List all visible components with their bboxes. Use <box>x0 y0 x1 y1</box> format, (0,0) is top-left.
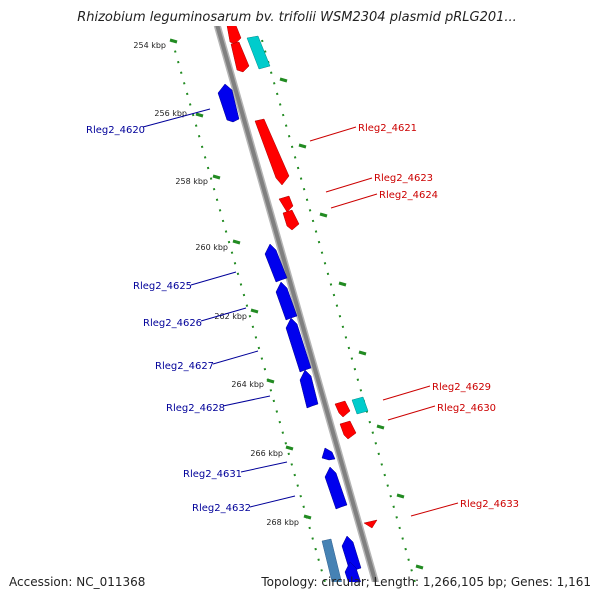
leader-line <box>240 461 288 473</box>
gene-label[interactable]: Rleg2_4631 <box>183 469 242 480</box>
major-tick <box>195 112 204 118</box>
gene-arrow-rna[interactable] <box>351 396 369 415</box>
accession-label: Accession: NC_011368 <box>9 575 145 589</box>
leader-line <box>212 350 259 365</box>
gene-arrow-forward[interactable] <box>254 118 290 186</box>
major-tick <box>169 38 178 44</box>
tick-label: 268 kbp <box>266 518 299 527</box>
leader-line <box>410 502 459 517</box>
gene-arrow-other[interactable] <box>321 538 345 598</box>
tick-label: 262 kbp <box>214 312 247 321</box>
gene-arrow-forward[interactable] <box>363 519 378 529</box>
leader-line <box>249 495 296 508</box>
rna-genes <box>246 35 369 415</box>
leader-line <box>330 193 378 209</box>
gene-arrow-reverse[interactable] <box>324 466 348 510</box>
major-tick <box>376 424 385 430</box>
gene-label[interactable]: Rleg2_4633 <box>460 499 519 510</box>
gene-arrow-reverse[interactable] <box>264 243 288 283</box>
gene-label[interactable]: Rleg2_4626 <box>143 318 202 329</box>
tick-label: 266 kbp <box>250 449 283 458</box>
gene-label[interactable]: Rleg2_4621 <box>358 123 417 134</box>
gene-arrow-forward[interactable] <box>278 195 294 213</box>
gene-label[interactable]: Rleg2_4620 <box>86 125 145 136</box>
tick-label: 258 kbp <box>175 177 208 186</box>
gene-arrow-forward[interactable] <box>339 420 357 440</box>
tick-labels: 254 kbp 256 kbp 258 kbp 260 kbp 262 kbp … <box>133 41 299 527</box>
major-tick <box>298 143 307 149</box>
gene-label[interactable]: Rleg2_4625 <box>133 281 192 292</box>
gene-arrow-forward[interactable] <box>282 209 300 231</box>
tick-label: 260 kbp <box>195 243 228 252</box>
leader-line <box>222 395 271 407</box>
leader-line <box>325 177 373 193</box>
leader-line <box>190 271 237 286</box>
gene-label[interactable]: Rleg2_4629 <box>432 382 491 393</box>
map-area: 254 kbp 256 kbp 258 kbp 260 kbp 262 kbp … <box>86 18 519 600</box>
leader-line <box>382 385 431 401</box>
backbone <box>215 26 378 582</box>
gene-arrow-reverse[interactable] <box>299 369 319 409</box>
major-tick <box>338 281 347 287</box>
major-tick <box>212 174 221 180</box>
gene-arrow-reverse[interactable] <box>344 561 366 600</box>
gene-label[interactable]: Rleg2_4623 <box>374 173 433 184</box>
major-tick <box>303 514 312 520</box>
label-leaders-right <box>309 126 459 517</box>
leader-line <box>309 126 357 142</box>
tick-label: 264 kbp <box>231 380 264 389</box>
gene-labels-left: Rleg2_4620 Rleg2_4625 Rleg2_4626 Rleg2_4… <box>86 125 251 514</box>
major-tick <box>250 308 259 314</box>
left-scale-track <box>171 39 326 582</box>
label-leaders-left <box>142 108 296 508</box>
major-tick <box>415 564 424 570</box>
reverse-strand-genes <box>217 83 366 600</box>
forward-strand-genes <box>226 18 378 529</box>
major-tick <box>396 493 405 499</box>
leader-line <box>387 405 436 421</box>
tick-label: 256 kbp <box>154 109 187 118</box>
gene-label[interactable]: Rleg2_4628 <box>166 403 225 414</box>
leader-line <box>142 108 211 128</box>
gene-arrow-forward[interactable] <box>230 41 250 73</box>
gene-arrow-rna[interactable] <box>246 35 271 70</box>
gene-labels-right: Rleg2_4621 Rleg2_4623 Rleg2_4624 Rleg2_4… <box>358 123 519 510</box>
leader-line <box>200 307 247 322</box>
gene-arrow-reverse[interactable] <box>217 83 240 123</box>
major-tick <box>232 239 241 245</box>
gene-label[interactable]: Rleg2_4627 <box>155 361 214 372</box>
major-tick <box>285 445 294 451</box>
gene-arrow-forward[interactable] <box>334 400 351 418</box>
gene-label[interactable]: Rleg2_4632 <box>192 503 251 514</box>
gene-label[interactable]: Rleg2_4624 <box>379 190 438 201</box>
tick-label: 254 kbp <box>133 41 166 50</box>
major-ticks <box>169 38 424 570</box>
major-tick <box>358 350 367 356</box>
map-title: Rhizobium leguminosarum bv. trifolii WSM… <box>77 10 517 25</box>
right-scale-track <box>261 39 416 582</box>
major-tick <box>266 378 275 384</box>
gene-label[interactable]: Rleg2_4630 <box>437 403 496 414</box>
topology-label: Topology: circular; Length: 1,266,105 bp… <box>260 575 591 589</box>
gene-arrow-forward[interactable] <box>226 18 242 45</box>
major-tick <box>279 77 288 83</box>
gene-arrow-reverse[interactable] <box>321 447 336 461</box>
major-tick <box>319 212 328 218</box>
